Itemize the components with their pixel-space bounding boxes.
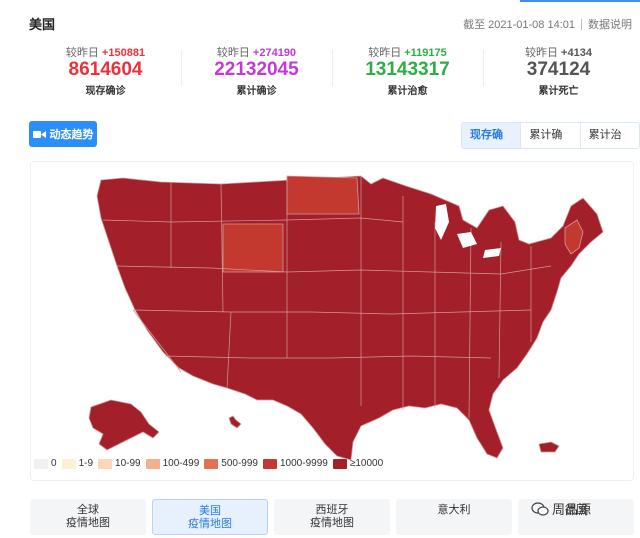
tab-line2: 疫情地图	[66, 517, 110, 529]
tab-global-map[interactable]: 全球 疫情地图	[30, 499, 146, 535]
legend-label: 1-9	[78, 458, 94, 469]
legend-label: 500-999	[221, 458, 258, 469]
hawaii-shape	[228, 415, 242, 429]
region-map-tabs: 全球 疫情地图 美国 疫情地图 西班牙 疫情地图 意大利 德国	[30, 499, 634, 535]
tab-usa-map[interactable]: 美国 疫情地图	[152, 499, 268, 535]
stat-compare-label: 较昨日	[216, 47, 250, 59]
stat-delta: +4134	[561, 47, 592, 59]
stat-compare-label: 较昨日	[65, 47, 99, 59]
dynamic-trend-label: 动态趋势	[49, 129, 94, 141]
top-progress-bar	[0, 0, 640, 3]
stat-total-deaths: 较昨日 +4134 374124 累计死亡	[483, 44, 634, 97]
tab-total-recovered[interactable]: 累计治愈	[579, 123, 639, 148]
stat-value: 13143317	[365, 59, 450, 80]
stat-value: 22132045	[214, 59, 299, 80]
stat-label: 累计治愈	[387, 86, 428, 97]
legend-item: 1000-9999	[263, 458, 328, 469]
us-map	[88, 175, 604, 461]
tab-total-confirmed[interactable]: 累计确诊	[520, 123, 580, 148]
legend-label: 10-99	[115, 458, 141, 469]
legend-swatch	[204, 458, 219, 469]
wyoming-shape	[222, 223, 284, 273]
stat-label: 累计确诊	[236, 86, 277, 97]
legend-swatch	[61, 458, 76, 469]
legend-item: 0	[34, 458, 57, 469]
stat-compare-label: 较昨日	[368, 47, 402, 59]
update-timestamp: 截至 2021-01-08 14:01	[463, 19, 575, 31]
tab-line1: 意大利	[437, 504, 471, 516]
stats-summary: 较昨日 +150881 8614604 现存确诊 较昨日 +274190 22132…	[30, 44, 634, 97]
us-map-panel	[30, 161, 634, 481]
video-camera-icon	[32, 130, 46, 138]
update-time-bar: 截至 2021-01-08 14:01 数据说明	[463, 16, 632, 32]
stat-compare-label: 较昨日	[525, 47, 559, 59]
legend-label: 0	[51, 458, 57, 469]
legend-swatch	[263, 458, 277, 469]
puerto-rico-shape	[538, 441, 560, 453]
stat-current-confirmed: 较昨日 +150881 8614604 现存确诊	[30, 44, 181, 97]
stat-label: 累计死亡	[538, 86, 579, 97]
great-lakes-shape	[435, 204, 449, 240]
tab-current-confirmed[interactable]: 现存确诊	[462, 123, 521, 148]
tab-line1: 美国	[199, 505, 221, 517]
legend-swatch	[98, 458, 113, 469]
stat-value: 374124	[526, 59, 591, 80]
tab-line1: 德国	[565, 504, 587, 516]
map-metric-tabs: 现存确诊 累计确诊 累计治愈	[461, 122, 640, 149]
map-legend: 0 1-9 10-99 100-499 500-999 1000-9999 ≥1…	[34, 458, 388, 469]
legend-swatch	[34, 458, 48, 469]
tab-spain-map[interactable]: 西班牙 疫情地图	[274, 499, 390, 535]
tab-germany-map[interactable]: 德国	[518, 499, 634, 535]
page-title: 美国	[29, 17, 56, 32]
data-notes-link[interactable]: 数据说明	[588, 19, 632, 31]
legend-item: 100-499	[145, 458, 200, 469]
dynamic-trend-button[interactable]: 动态趋势	[29, 121, 97, 147]
legend-item: 10-99	[98, 458, 141, 469]
legend-label: ≥10000	[349, 458, 384, 469]
stat-delta: +119175	[404, 47, 447, 59]
legend-item: ≥10000	[332, 458, 384, 469]
legend-label: 100-499	[162, 458, 200, 469]
wechat-icon	[531, 501, 549, 516]
legend-item: 1-9	[61, 458, 94, 469]
alaska-shape	[88, 399, 160, 451]
tab-line1: 全球	[77, 504, 99, 516]
legend-swatch	[332, 458, 347, 469]
tab-italy-map[interactable]: 意大利	[396, 499, 512, 535]
stat-delta: +150881	[101, 47, 146, 59]
north-dakota-shape	[286, 175, 360, 215]
watermark-text: 周品源	[552, 502, 592, 517]
legend-swatch	[145, 458, 160, 469]
stat-total-confirmed: 较昨日 +274190 22132045 累计确诊	[181, 44, 332, 97]
tab-line2: 疫情地图	[310, 517, 354, 529]
divider	[581, 18, 582, 30]
new-england-shape	[564, 219, 584, 255]
stat-value: 8614604	[68, 59, 143, 80]
stat-delta: +274190	[252, 47, 297, 59]
tab-line2: 疫情地图	[188, 518, 232, 530]
watermark: 周品源	[531, 499, 591, 518]
tab-line1: 西班牙	[315, 504, 349, 516]
stat-total-recovered: 较昨日 +119175 13143317 累计治愈	[332, 44, 483, 97]
legend-item: 500-999	[204, 458, 258, 469]
legend-label: 1000-9999	[280, 458, 328, 469]
stat-label: 现存确诊	[85, 86, 126, 97]
